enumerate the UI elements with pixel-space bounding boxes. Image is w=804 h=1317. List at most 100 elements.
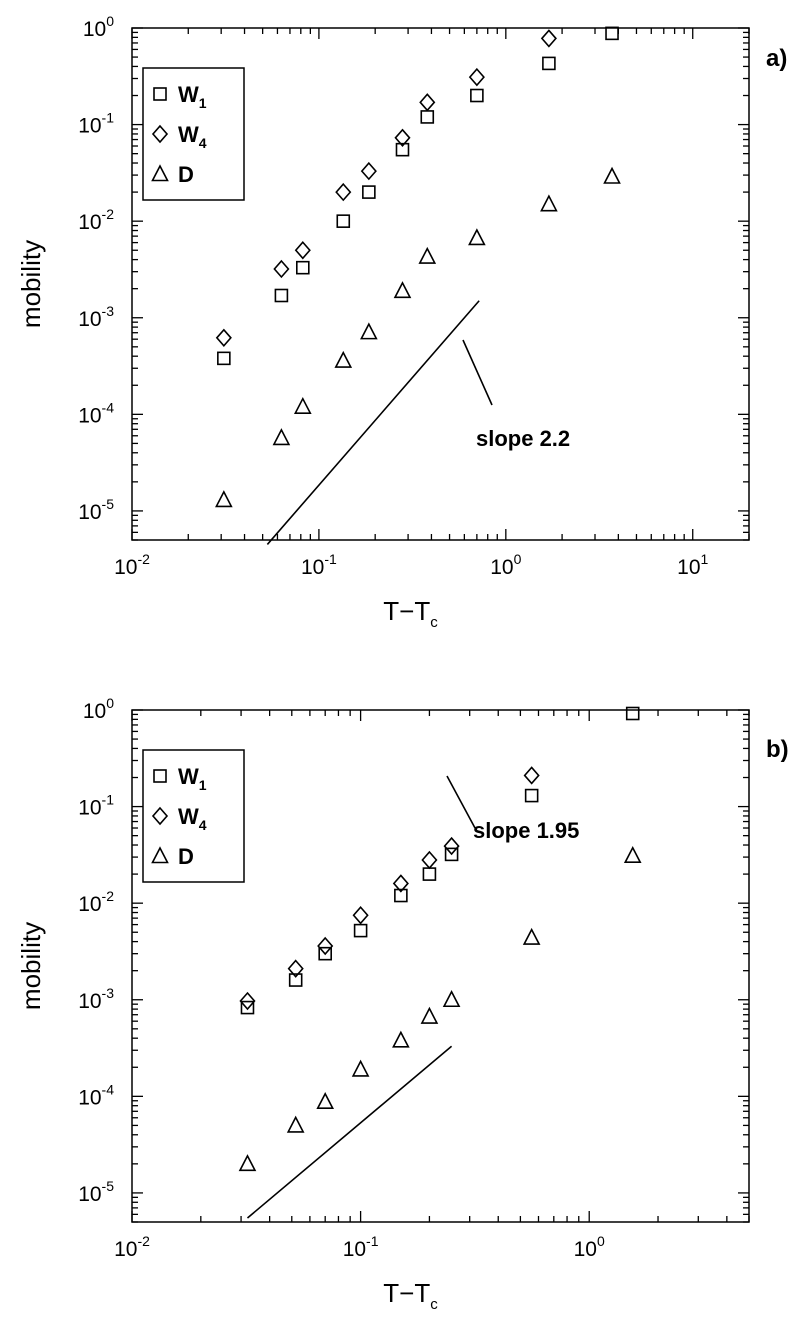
series-triangle (238, 845, 642, 1172)
legend-marker-triangle (151, 846, 169, 864)
y-tick-label-exp: -5 (102, 1178, 115, 1194)
y-tick-label: 100 (83, 13, 114, 41)
legend-label-sub: 4 (199, 135, 207, 151)
x-axis-label-sub: c (430, 614, 438, 631)
y-tick-label-exp: 0 (106, 695, 114, 711)
slope-annotation: slope 1.95 (473, 818, 579, 843)
y-tick-label-base: 10 (78, 990, 101, 1013)
data-point-square (444, 847, 459, 862)
y-tick-label-base: 10 (78, 308, 101, 331)
x-axis-label-main: T−T (383, 596, 430, 626)
y-tick-label-base: 10 (78, 1183, 101, 1206)
y-tick-label-base: 10 (78, 404, 101, 427)
data-point-diamond (443, 836, 460, 856)
y-tick-label: 10-1 (78, 110, 114, 138)
x-axis-label-sub: c (430, 1296, 438, 1313)
x-tick-label-base: 10 (343, 1238, 366, 1261)
series-square (217, 26, 619, 366)
x-tick-label-exp: 0 (597, 1233, 605, 1249)
data-point-triangle (316, 1091, 335, 1110)
data-point-triangle (334, 350, 353, 368)
data-point-triangle (293, 396, 312, 414)
slope-annotation: slope 2.2 (476, 426, 570, 451)
x-tick-label-exp: -1 (324, 551, 337, 567)
series-diamond (215, 29, 557, 348)
y-tick-label: 10-2 (78, 888, 114, 916)
data-point-triangle (215, 490, 233, 508)
data-point-square (288, 973, 303, 987)
legend-label-main: D (178, 162, 194, 187)
y-tick-label-exp: -2 (102, 206, 115, 222)
legend-label: W4 (178, 122, 207, 151)
data-point-triangle (238, 1154, 257, 1172)
data-point-triangle (351, 1059, 370, 1077)
y-tick-label-base: 10 (78, 115, 101, 138)
data-point-triangle (272, 428, 291, 446)
y-axis-label: mobility (16, 240, 46, 328)
x-tick-label-base: 10 (114, 556, 137, 579)
data-point-triangle (360, 322, 378, 340)
data-point-square (318, 946, 332, 961)
y-tick-label-exp: -1 (102, 792, 115, 808)
data-point-diamond (468, 67, 485, 87)
x-tick-label-exp: -2 (137, 1233, 150, 1249)
data-point-triangle (603, 166, 621, 184)
data-point-square (524, 788, 539, 803)
legend-box (142, 749, 245, 883)
legend-marker-diamond (151, 806, 169, 826)
series-diamond (239, 766, 540, 1011)
series-square (240, 706, 640, 1015)
y-tick-label-exp: -5 (102, 496, 115, 512)
x-tick-label-exp: -1 (366, 1233, 379, 1249)
x-tick-label-base: 10 (301, 556, 324, 579)
x-axis-label-main: T−T (383, 1278, 430, 1308)
x-tick-label-base: 10 (677, 556, 700, 579)
legend-label: W4 (178, 804, 207, 833)
x-tick-label-base: 10 (490, 556, 513, 579)
x-tick-label-exp: 0 (514, 551, 522, 567)
legend-label-sub: 1 (199, 777, 207, 793)
data-point-square (362, 185, 376, 199)
x-tick-label-exp: -2 (137, 551, 150, 567)
y-tick-label: 10-3 (78, 985, 114, 1013)
y-tick-label-base: 10 (78, 211, 101, 234)
data-point-triangle (623, 845, 642, 864)
y-tick-label-base: 10 (78, 797, 101, 820)
legend-label-sub: 4 (199, 817, 207, 833)
data-point-diamond (523, 766, 540, 785)
data-point-diamond (394, 128, 411, 148)
y-tick-label-base: 10 (78, 893, 101, 916)
x-axis-label: T−Tc (383, 1278, 438, 1313)
data-point-diamond (287, 959, 304, 978)
x-tick-label: 101 (677, 551, 708, 579)
y-tick-label-base: 10 (83, 700, 106, 723)
data-point-triangle (286, 1115, 305, 1133)
y-tick-label-exp: -4 (102, 1081, 115, 1097)
y-tick-label: 10-5 (78, 1178, 114, 1206)
y-tick-label: 10-2 (78, 206, 114, 234)
x-tick-label: 10-1 (301, 551, 337, 579)
plot-frame (131, 709, 750, 1223)
legend-label-main: W (178, 804, 199, 829)
legend-label: W1 (178, 764, 207, 793)
x-tick-label: 10-2 (114, 1233, 150, 1261)
legend-label: D (178, 162, 194, 187)
data-point-diamond (215, 328, 232, 348)
data-point-triangle (468, 228, 486, 246)
data-point-triangle (442, 990, 461, 1008)
y-tick-label-exp: 0 (106, 13, 114, 29)
legend-label-main: D (178, 844, 194, 869)
data-point-square (296, 260, 310, 275)
y-tick-label-base: 10 (78, 501, 101, 524)
legend-label-main: W (178, 764, 199, 789)
y-tick-label: 10-4 (78, 399, 114, 427)
x-tick-label: 10-1 (343, 1233, 379, 1261)
legend-label: D (178, 844, 194, 869)
data-point-triangle (418, 246, 437, 264)
data-point-diamond (239, 991, 256, 1011)
x-tick-label: 10-2 (114, 551, 150, 579)
y-tick-label-base: 10 (83, 18, 106, 41)
data-point-square (422, 867, 437, 881)
data-point-diamond (317, 936, 334, 956)
